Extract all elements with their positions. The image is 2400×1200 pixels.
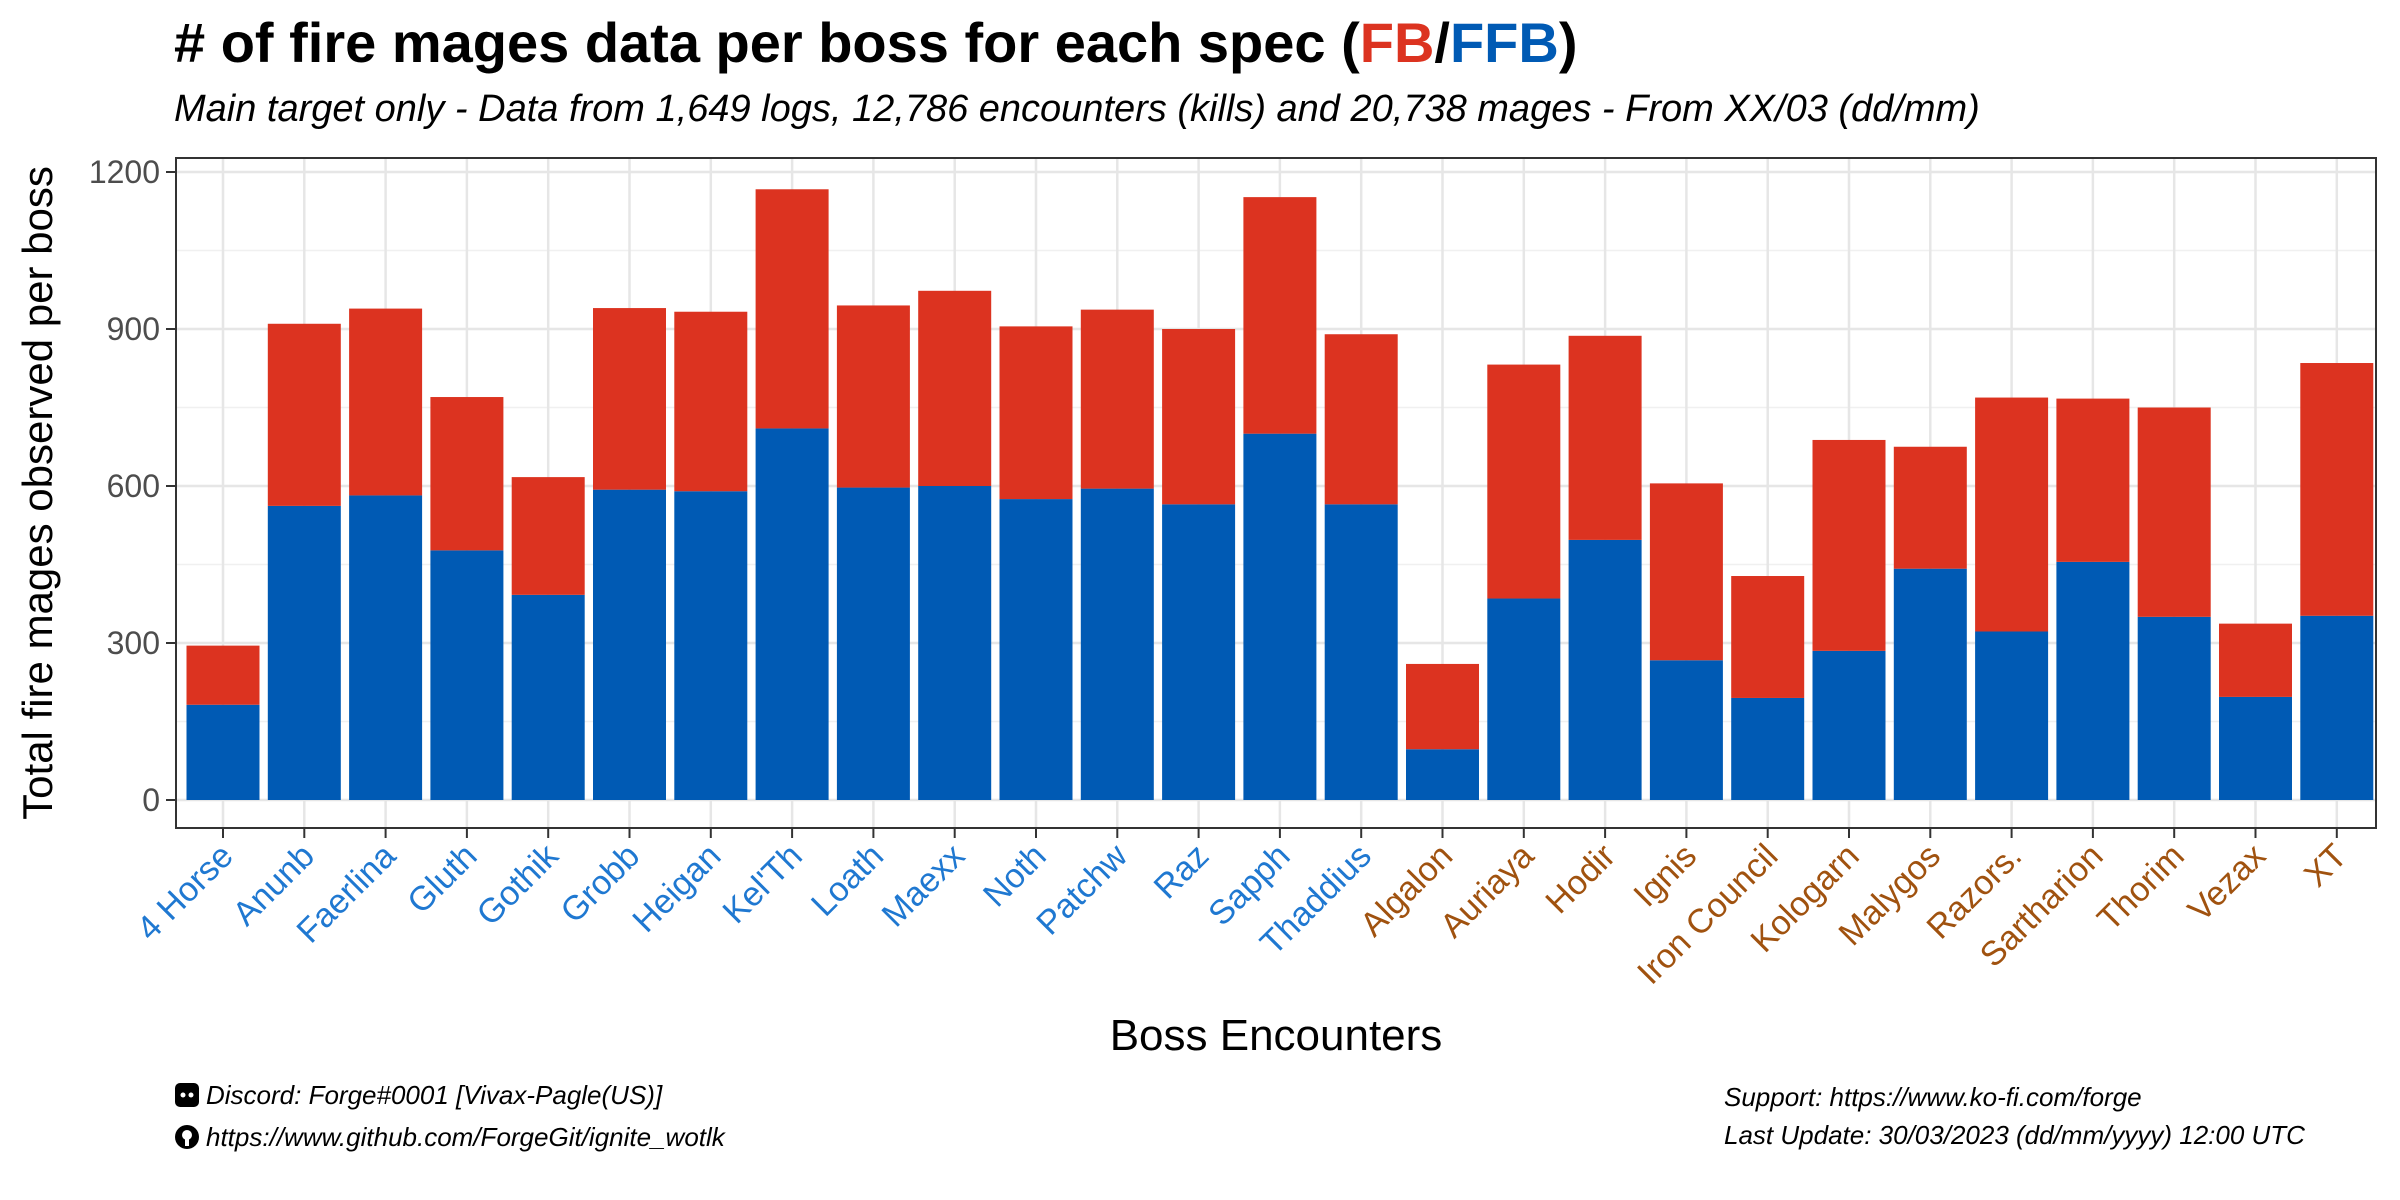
bar-fb-4 [511,477,585,595]
bar-fb-17 [1568,335,1642,540]
bar-fb-23 [2056,398,2130,562]
x-tick-label: Maexx [875,837,973,935]
footer-github[interactable]: https://www.github.com/ForgeGit/ignite_w… [174,1122,725,1153]
bar-fb-11 [1080,309,1154,489]
x-axis-label: Boss Encounters [1110,1011,1443,1060]
bar-ffb-0 [186,704,260,800]
bar-ffb-4 [511,594,585,800]
x-tick-label: XT [2297,837,2355,895]
bar-ffb-25 [2219,696,2292,800]
x-tick-label: Kel'Th [715,837,809,931]
stacked-bar-chart: 0 300 600 900 1200 4 HorseAnunbFaerlinaGluth… [14,154,2377,1060]
footer-last-update: Last Update: 30/03/2023 (dd/mm/yyyy) 12:… [1724,1120,2305,1150]
bar-fb-3 [430,397,504,551]
bar-fb-15 [1406,663,1479,750]
bar-ffb-17 [1568,539,1642,800]
bar-ffb-20 [1812,650,1886,800]
y-tick-label: 300 [107,625,160,661]
bar-fb-26 [2300,363,2374,616]
bar-fb-10 [999,326,1073,500]
y-axis-label: Total fire mages observed per boss [14,166,61,820]
bar-fb-20 [1812,439,1886,651]
bar-ffb-24 [2137,616,2211,800]
bar-ffb-1 [267,505,341,800]
bar-fb-24 [2137,407,2211,617]
bar-fb-8 [836,305,910,488]
y-tick-label: 0 [142,782,160,818]
x-tick-label: 4 Horse [130,837,241,948]
bar-ffb-22 [1975,631,2049,800]
bar-fb-12 [1162,329,1236,505]
chart-title: # of fire mages data per boss for each s… [174,11,1578,74]
title-fb-label: FB [1359,11,1435,74]
bar-ffb-14 [1324,504,1398,800]
chart-subtitle: Main target only - Data from 1,649 logs,… [174,88,1980,130]
bar-ffb-23 [2056,561,2130,800]
x-tick-label: Thorim [2090,837,2192,939]
bar-fb-5 [593,308,666,490]
x-tick-label: Patchw [1029,836,1135,942]
x-axis: 4 HorseAnunbFaerlinaGluthGothikGrobbHeig… [130,828,2355,992]
bar-ffb-3 [430,550,504,800]
plot-panel-border [175,157,2377,829]
bar-ffb-12 [1162,504,1236,800]
bar-ffb-5 [593,489,666,800]
y-axis: 0 300 600 900 1200 [89,154,176,818]
title-ffb-label: FFB [1449,11,1559,74]
bar-fb-14 [1324,334,1398,505]
bar-ffb-13 [1243,433,1317,800]
bar-ffb-16 [1487,598,1561,800]
bar-ffb-21 [1893,568,1967,800]
bar-fb-9 [918,290,992,486]
x-tick-label: Gothik [470,836,567,933]
x-tick-label: Heigan [625,837,728,940]
bar-fb-19 [1731,576,1805,698]
discord-icon [175,1083,199,1107]
bar-fb-1 [267,323,341,506]
bar-ffb-7 [755,428,829,800]
bar-ffb-8 [836,487,910,800]
bar-fb-6 [674,311,748,492]
footer-support[interactable]: Support: https://www.ko-fi.com/forge [1724,1082,2142,1112]
bar-fb-13 [1243,197,1317,434]
bar-fb-0 [186,645,260,705]
bar-fb-16 [1487,364,1561,599]
bars [186,189,2374,800]
bar-ffb-9 [918,486,992,800]
bar-fb-25 [2219,623,2292,697]
bar-ffb-19 [1731,697,1805,800]
bar-fb-22 [1975,397,2049,632]
bar-fb-2 [349,308,423,496]
bar-ffb-10 [999,499,1073,800]
x-tick-label: Raz [1147,837,1217,907]
x-tick-label: Vezax [2181,837,2273,929]
y-tick-label: 600 [107,468,160,504]
bar-ffb-6 [674,491,748,800]
bar-ffb-26 [2300,615,2374,800]
bar-fb-21 [1893,446,1967,569]
bar-ffb-11 [1080,488,1154,800]
x-tick-label: Hodir [1538,837,1622,921]
y-tick-label: 900 [107,311,160,347]
bar-ffb-18 [1649,660,1723,800]
bar-fb-18 [1649,483,1723,661]
bar-fb-7 [755,189,829,429]
bar-ffb-15 [1406,749,1479,800]
github-icon [175,1125,199,1149]
footer-discord: Discord: Forge#0001 [Vivax-Pagle(US)] [174,1080,662,1111]
bar-ffb-2 [349,495,423,800]
y-tick-label: 1200 [89,154,160,190]
